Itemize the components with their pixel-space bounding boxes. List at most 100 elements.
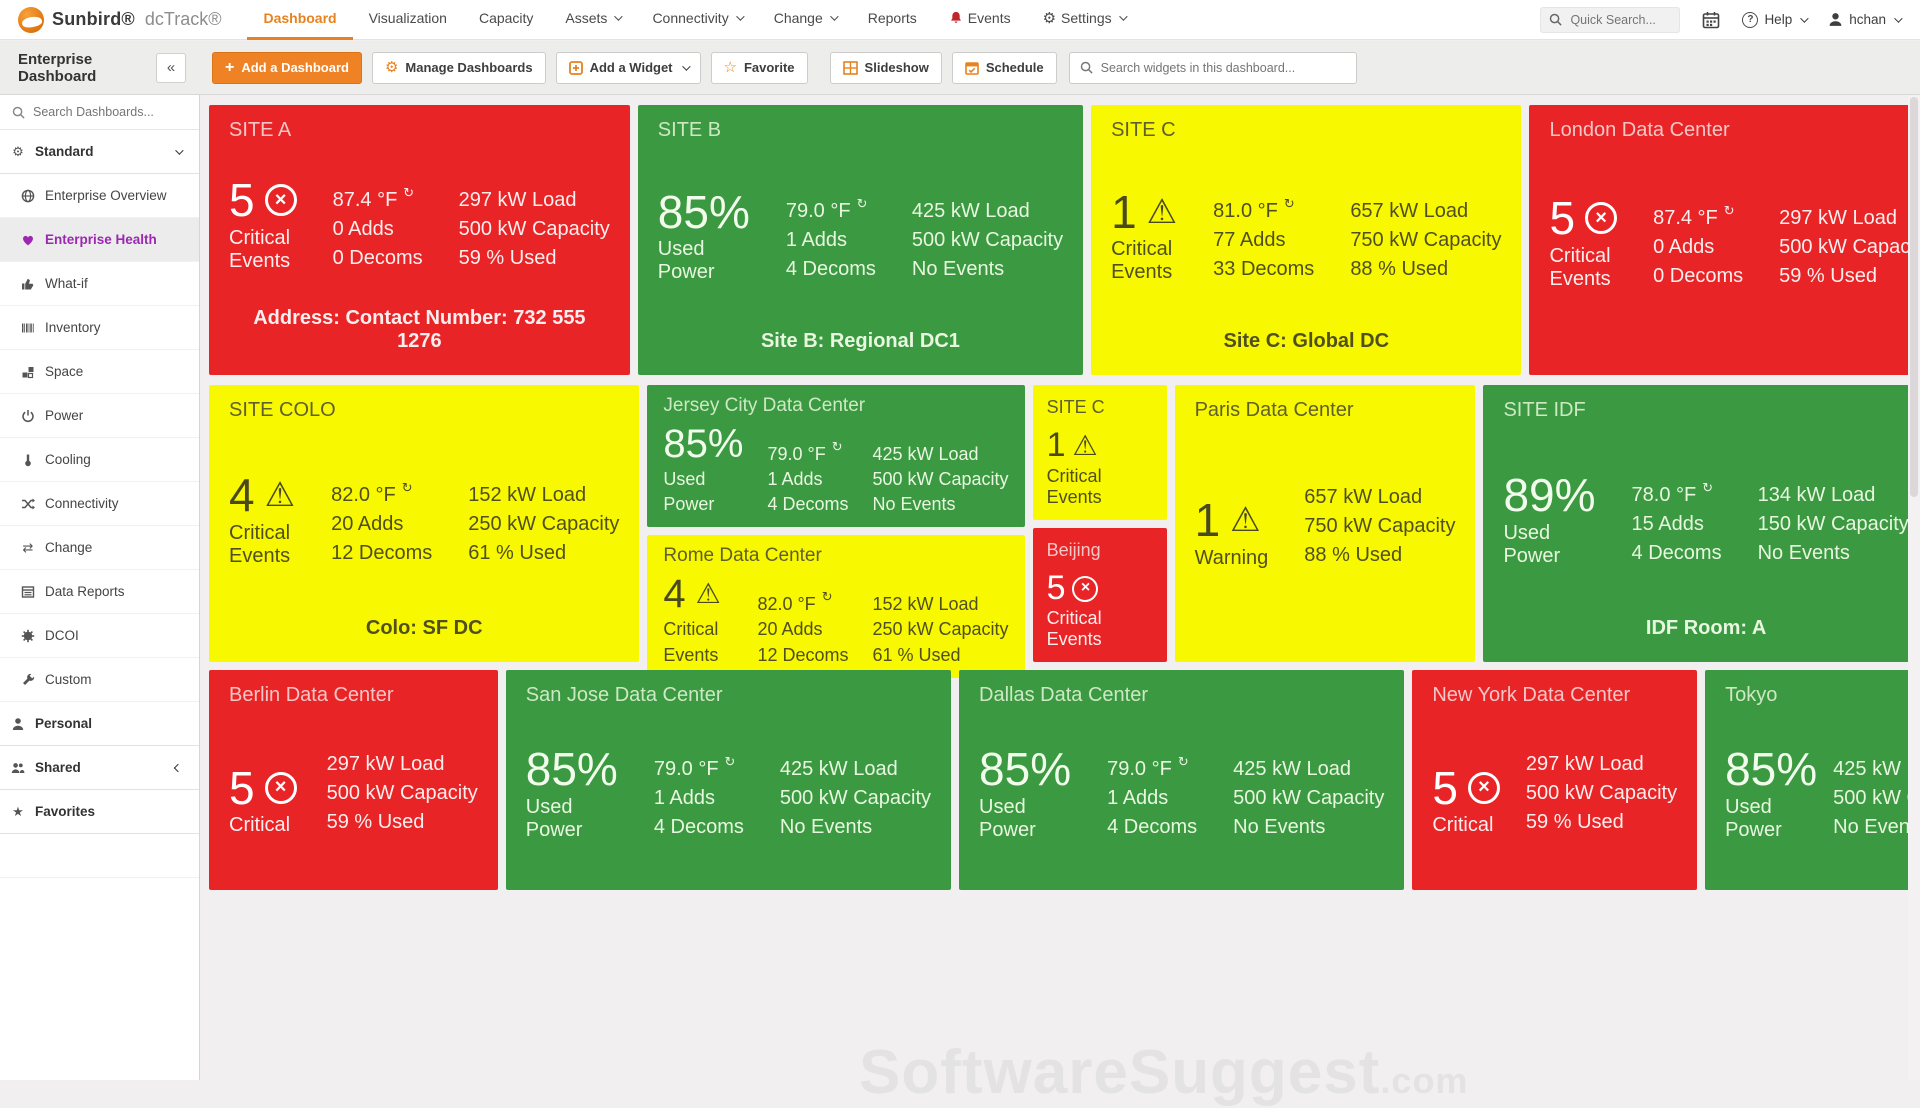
- tile-temperature: 82.0 °F↻: [757, 588, 848, 617]
- scrollbar-thumb[interactable]: [1910, 97, 1918, 497]
- sidebar-search-input[interactable]: [33, 105, 183, 119]
- sidebar-search[interactable]: [0, 95, 199, 130]
- vertical-scrollbar[interactable]: [1908, 95, 1920, 1080]
- tile-decoms: 0 Decoms: [333, 244, 423, 273]
- refresh-icon[interactable]: ↻: [1702, 479, 1713, 498]
- tile-dallas[interactable]: Dallas Data Center 85% Used Power 79.0 °…: [959, 670, 1404, 890]
- tile-big-value: 85%: [663, 423, 743, 465]
- nav-reports[interactable]: Reports: [852, 0, 933, 40]
- nav-connectivity[interactable]: Connectivity: [636, 0, 757, 40]
- sidebar-item-space[interactable]: Space: [0, 350, 199, 394]
- refresh-icon[interactable]: ↻: [403, 184, 414, 203]
- tile-big-value: 5: [229, 764, 255, 812]
- user-menu[interactable]: hchan: [1828, 12, 1900, 27]
- nav-assets[interactable]: Assets: [549, 0, 636, 40]
- tile-status-label: Used Power: [1725, 796, 1817, 842]
- tile-site-c[interactable]: SITE C 1⚠ Critical Events 81.0 °F↻ 77 Ad…: [1091, 105, 1521, 375]
- tile-jersey-city[interactable]: Jersey City Data Center 85% Used Power 7…: [647, 385, 1024, 527]
- tile-adds: 20 Adds: [757, 617, 848, 642]
- sidebar-group-personal[interactable]: Personal: [0, 702, 199, 746]
- refresh-icon[interactable]: ↻: [1178, 753, 1189, 772]
- tile-big-value: 89%: [1503, 471, 1595, 519]
- favorite-button[interactable]: ☆ Favorite: [711, 52, 808, 84]
- tile-decoms: 0 Decoms: [1653, 262, 1743, 291]
- tile-berlin[interactable]: Berlin Data Center 5× Critical 297 kW Lo…: [209, 670, 498, 890]
- calendar-icon[interactable]: [1702, 11, 1720, 29]
- sidebar-item-what-if[interactable]: What-if: [0, 262, 199, 306]
- sidebar-item-connectivity[interactable]: Connectivity: [0, 482, 199, 526]
- manage-dashboards-button[interactable]: ⚙ Manage Dashboards: [372, 52, 546, 84]
- sidebar-group-shared[interactable]: Shared: [0, 746, 199, 790]
- dashboard-toolbar: Enterprise Dashboard « + Add a Dashboard…: [0, 41, 1920, 95]
- nav-visualization[interactable]: Visualization: [353, 0, 463, 40]
- refresh-icon[interactable]: ↻: [857, 195, 868, 214]
- tile-title: Tokyo: [1725, 684, 1920, 707]
- tile-used: No Events: [912, 255, 1063, 284]
- nav-events[interactable]: Events: [933, 0, 1027, 40]
- report-icon: [20, 584, 36, 600]
- sidebar-item-data-reports[interactable]: Data Reports: [0, 570, 199, 614]
- tile-capacity: 500 kW Capacity: [1233, 784, 1384, 813]
- quick-search[interactable]: [1540, 7, 1680, 33]
- sidebar-item-custom[interactable]: Custom: [0, 658, 199, 702]
- sidebar-item-enterprise-overview[interactable]: Enterprise Overview: [0, 174, 199, 218]
- people-icon: [10, 760, 26, 776]
- widget-search[interactable]: [1069, 52, 1357, 84]
- tile-san-jose[interactable]: San Jose Data Center 85% Used Power 79.0…: [506, 670, 951, 890]
- tile-beijing[interactable]: Beijing 5× Critical Events: [1033, 528, 1167, 663]
- sidebar-item-enterprise-health[interactable]: Enterprise Health: [0, 218, 199, 262]
- slideshow-button[interactable]: Slideshow: [830, 52, 942, 84]
- help-menu[interactable]: ? Help: [1742, 12, 1806, 28]
- dashboard-canvas: SoftwareSuggest.com SITE A 5× Critical E…: [201, 95, 1920, 1080]
- tile-new-york[interactable]: New York Data Center 5× Critical 297 kW …: [1412, 670, 1697, 890]
- tile-status-label: Critical Events: [1047, 608, 1153, 650]
- tile-site-c-small[interactable]: SITE C 1⚠ Critical Events: [1033, 385, 1167, 520]
- tile-adds: 1 Adds: [786, 226, 876, 255]
- bell-icon: [949, 11, 963, 25]
- tile-title: Beijing: [1047, 540, 1153, 561]
- sidebar-item-inventory[interactable]: Inventory: [0, 306, 199, 350]
- tile-big-value: 5: [1549, 194, 1575, 242]
- refresh-icon[interactable]: ↻: [402, 479, 413, 498]
- tile-site-a[interactable]: SITE A 5× Critical Events 87.4 °F↻ 0 Add…: [209, 105, 630, 375]
- refresh-icon[interactable]: ↻: [832, 438, 843, 456]
- sidebar-group-favorites[interactable]: ★ Favorites: [0, 790, 199, 834]
- tile-load: 425 kW Load: [1233, 755, 1384, 784]
- chevron-down-icon: [682, 62, 690, 70]
- tile-paris[interactable]: Paris Data Center 1⚠ Warning 657 kW Load…: [1175, 385, 1476, 662]
- sidebar-item-change[interactable]: ⇄ Change: [0, 526, 199, 570]
- tile-site-idf[interactable]: SITE IDF 89% Used Power 78.0 °F↻ 15 Adds…: [1483, 385, 1920, 662]
- quick-search-input[interactable]: [1570, 13, 1670, 27]
- add-widget-button[interactable]: Add a Widget: [556, 52, 701, 84]
- refresh-icon[interactable]: ↻: [1724, 202, 1735, 221]
- barcode-icon: [20, 320, 36, 336]
- tile-tokyo[interactable]: Tokyo 85% Used Power 425 kW Load 500 kW …: [1705, 670, 1920, 890]
- nav-change[interactable]: Change: [758, 0, 852, 40]
- refresh-icon[interactable]: ↻: [822, 588, 833, 606]
- nav-dashboard[interactable]: Dashboard: [247, 0, 352, 40]
- refresh-icon[interactable]: ↻: [725, 753, 736, 772]
- add-dashboard-button[interactable]: + Add a Dashboard: [212, 52, 362, 84]
- sidebar-item-cooling[interactable]: Cooling: [0, 438, 199, 482]
- sidebar-item-dcoi[interactable]: DCOI: [0, 614, 199, 658]
- sidebar-item-power[interactable]: Power: [0, 394, 199, 438]
- schedule-button[interactable]: Schedule: [952, 52, 1057, 84]
- chevron-down-icon: [1894, 14, 1902, 22]
- collapse-sidebar-button[interactable]: «: [156, 53, 186, 83]
- tile-load: 425 kW Load: [873, 442, 1009, 467]
- nav-capacity[interactable]: Capacity: [463, 0, 549, 40]
- widget-search-input[interactable]: [1101, 61, 1341, 75]
- search-icon: [1549, 13, 1562, 26]
- tile-site-b[interactable]: SITE B 85% Used Power 79.0 °F↻ 1 Adds 4 …: [638, 105, 1083, 375]
- sidebar-group-standard[interactable]: ⚙ Standard: [0, 130, 199, 174]
- tile-adds: 0 Adds: [333, 215, 423, 244]
- tile-london[interactable]: London Data Center 5× Critical Events 87…: [1529, 105, 1920, 375]
- tile-big-value: 1: [1111, 188, 1137, 236]
- nav-settings[interactable]: ⚙ Settings: [1027, 0, 1141, 40]
- tile-temperature: 79.0 °F↻: [1107, 753, 1197, 784]
- sidebar-empty-row: [0, 834, 199, 878]
- tile-site-colo[interactable]: SITE COLO 4⚠ Critical Events 82.0 °F↻ 20…: [209, 385, 639, 662]
- refresh-icon[interactable]: ↻: [1284, 195, 1295, 214]
- tile-rome[interactable]: Rome Data Center 4⚠ Critical Events 82.0…: [647, 535, 1024, 677]
- chevron-down-icon: [615, 12, 623, 20]
